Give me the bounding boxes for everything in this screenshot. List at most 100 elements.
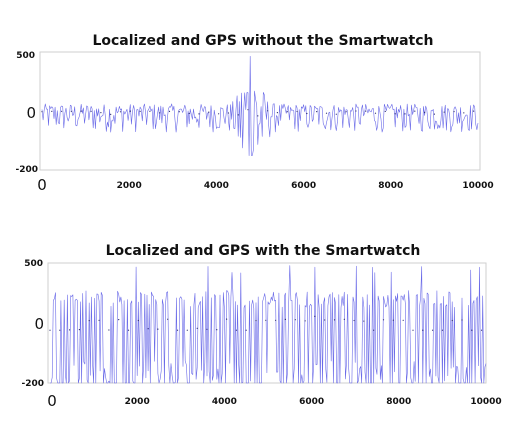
chart-bottom-data-point [147,328,149,330]
chart-bottom-data-point [216,329,218,331]
chart-top-data-point [384,110,386,112]
chart-bottom-data-point [275,319,277,321]
chart-top-data-point [345,111,347,113]
chart-bottom-data-point [157,328,159,330]
chart-top-data-point [90,110,92,112]
chart-bottom-data-point [118,319,120,321]
chart-top-data-point [237,114,239,116]
chart-bottom-data-point [353,319,355,322]
chart-bottom-data-point [324,319,326,321]
chart-top-series [41,55,479,156]
chart-top-data-point [453,111,455,113]
chart-bottom-frame [47,262,487,384]
chart-top-ytick-zero: 0 [26,104,36,122]
chart-bottom-data-point [69,329,71,331]
chart-top-title: Localized and GPS without the Smartwatch [92,33,433,49]
chart-top-ytick-min: -200 [15,165,38,175]
chart-bottom-data-point [363,320,365,322]
chart-bottom-data-point [98,319,100,321]
chart-top-data-point [129,110,131,112]
chart-top-xtick-label: 6000 [291,181,316,191]
chart-top-xtick-label: 2000 [117,181,142,191]
chart-bottom-data-point [265,319,267,321]
chart-bottom: Localized and GPS with the Smartwatch 50… [21,243,501,410]
chart-bottom-data-point [245,329,247,331]
chart-bottom-data-point [88,320,90,322]
chart-top-data-point [257,115,259,117]
chart-top-data-point [51,110,53,112]
chart-bottom-data-point [461,319,463,321]
chart-top-data-point [178,111,180,113]
chart-bottom-data-point [412,329,414,331]
chart-top-data-point [100,112,102,114]
chart-top-series-line [41,55,479,156]
chart-top-data-point [404,113,406,115]
chart-bottom-ytick-min: -200 [21,379,44,389]
chart-bottom-title: Localized and GPS with the Smartwatch [106,243,421,259]
chart-top-data-point [208,111,210,113]
chart-top-data-point [149,110,151,112]
chart-top-data-point [374,112,377,114]
chart-bottom-data-point [235,329,237,331]
chart-bottom-data-point [78,329,80,331]
chart-top-data-point [365,110,367,112]
chart-top-data-point [443,111,445,113]
chart-top-data-point [355,110,357,112]
chart-top-data-point [188,112,190,114]
chart-top-data-point [168,110,171,112]
chart-top-data-point [306,112,308,115]
chart-bottom-data-point [471,329,473,331]
chart-bottom-series [49,265,487,384]
chart-bottom-ytick-max: 500 [24,259,43,269]
chart-top-data-point [41,111,43,113]
chart-top-data-point [159,112,161,114]
chart-bottom-xtick-label: 8000 [386,397,411,407]
chart-bottom-ytick-zero: 0 [34,315,44,333]
chart-bottom-data-point [392,319,394,321]
chart-top-data-point [227,112,229,114]
chart-top-data-point [276,112,278,114]
chart-bottom-data-point [108,329,110,331]
chart-top-data-point [61,110,63,112]
chart-top-xtick-label: 10000 [462,181,493,191]
chart-top-data-point [296,110,298,113]
chart-bottom-data-point [294,319,296,321]
chart-bottom-data-point [481,329,483,331]
chart-top-xtick-label: 8000 [378,181,403,191]
chart-bottom-data-point [49,329,51,331]
chart-bottom-xtick-label: 4000 [212,397,237,407]
chart-bottom-xticks: 0 2000 4000 6000 8000 10000 [47,392,501,410]
chart-bottom-xtick-label: 6000 [299,397,324,407]
chart-bottom-xtick-label: 2000 [125,397,150,407]
chart-bottom-data-point [255,320,257,322]
chart-bottom-data-point [304,320,306,322]
chart-top-data-point [463,112,465,114]
chart-top-xticks: 0 2000 4000 6000 8000 10000 [37,176,493,194]
chart-top-data-point [218,113,220,115]
chart-top-data-point [433,113,435,115]
chart-top-data-point [198,113,200,115]
chart-top-data-point [473,110,475,112]
chart-top-data-point [139,110,141,112]
chart-bottom-data-point [137,319,139,322]
chart-top-data-point [110,113,112,115]
chart-bottom-xtick-label: 0 [47,392,57,410]
chart-top-data-point [70,110,72,112]
chart-bottom-data-point [284,318,286,320]
chart-top-data-point [325,112,328,114]
chart-bottom-data-point [314,315,316,317]
chart-bottom-data-point [382,319,385,321]
chart-top-data-point [316,111,318,113]
chart-bottom-data-point [432,329,434,331]
chart-top-data-point [335,113,337,115]
chart-bottom-data-point [333,319,336,321]
chart-bottom-data-point [402,319,404,321]
chart-top-data-point [247,109,249,111]
chart-bottom-series-line [50,265,487,384]
chart-top: Localized and GPS without the Smartwatch… [15,33,493,194]
chart-bottom-data-point [186,329,188,331]
chart-bottom-data-point [226,318,228,320]
chart-bottom-data-point [373,329,375,331]
chart-bottom-data-point [167,318,169,320]
